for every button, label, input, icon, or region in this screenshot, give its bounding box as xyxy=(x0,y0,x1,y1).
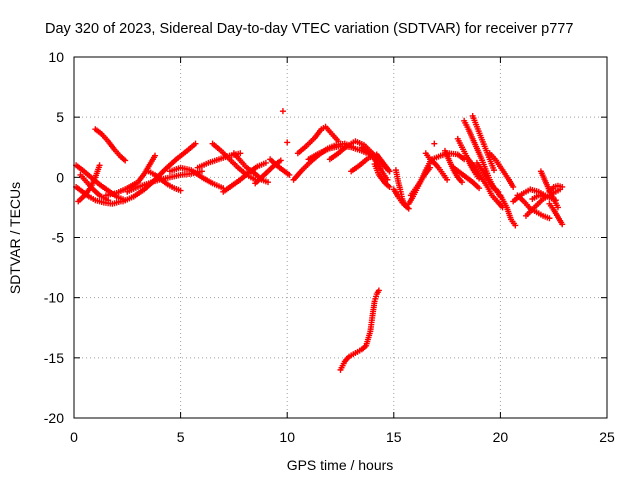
x-tick-label: 0 xyxy=(70,429,78,445)
data-point xyxy=(512,222,519,229)
data-point xyxy=(279,108,286,115)
data-point xyxy=(286,171,293,178)
data-series-sdtvar xyxy=(73,108,566,373)
data-point xyxy=(491,167,498,174)
x-tick-label: 10 xyxy=(279,429,295,445)
data-point xyxy=(510,183,517,190)
data-point xyxy=(559,221,566,228)
x-axis-label: GPS time / hours xyxy=(287,457,394,473)
x-tick-label: 25 xyxy=(599,429,615,445)
data-point xyxy=(431,140,438,147)
plot-frame xyxy=(73,56,608,419)
data-point xyxy=(444,176,451,183)
data-point xyxy=(335,138,342,145)
data-point xyxy=(277,157,284,164)
grid-lines xyxy=(74,57,607,418)
data-point xyxy=(386,183,393,190)
y-tick-label: 0 xyxy=(56,169,64,185)
data-point xyxy=(96,162,103,169)
data-point xyxy=(386,168,393,175)
data-point xyxy=(198,168,205,175)
y-axis-label: SDTVAR / TECUs xyxy=(7,182,23,294)
y-tick-label: -20 xyxy=(44,410,64,426)
data-point xyxy=(284,139,291,146)
data-point xyxy=(546,215,553,222)
y-tick-label: -10 xyxy=(44,290,64,306)
data-point xyxy=(265,179,272,186)
data-point xyxy=(375,287,382,294)
y-tick-label: -5 xyxy=(52,230,65,246)
axis-ticks: 0 5 10 15 20 25 -20 -15 -10 -5 0 5 10 xyxy=(44,49,615,445)
data-point xyxy=(427,164,434,171)
data-point xyxy=(559,183,566,190)
data-point xyxy=(542,193,549,200)
y-tick-label: 10 xyxy=(48,49,64,65)
chart-title: Day 320 of 2023, Sidereal Day-to-day VTE… xyxy=(45,21,573,37)
x-tick-label: 20 xyxy=(493,429,509,445)
x-tick-label: 5 xyxy=(177,429,185,445)
data-point xyxy=(554,204,561,211)
data-point xyxy=(152,152,159,159)
data-point xyxy=(476,185,483,192)
data-point xyxy=(459,179,466,186)
data-point xyxy=(262,159,269,166)
x-tick-label: 15 xyxy=(386,429,402,445)
data-point xyxy=(122,157,129,164)
y-tick-label: -15 xyxy=(44,350,64,366)
y-tick-label: 5 xyxy=(56,109,64,125)
data-point xyxy=(237,150,244,157)
data-point xyxy=(192,140,199,147)
data-point xyxy=(177,187,184,194)
data-point xyxy=(105,197,112,204)
